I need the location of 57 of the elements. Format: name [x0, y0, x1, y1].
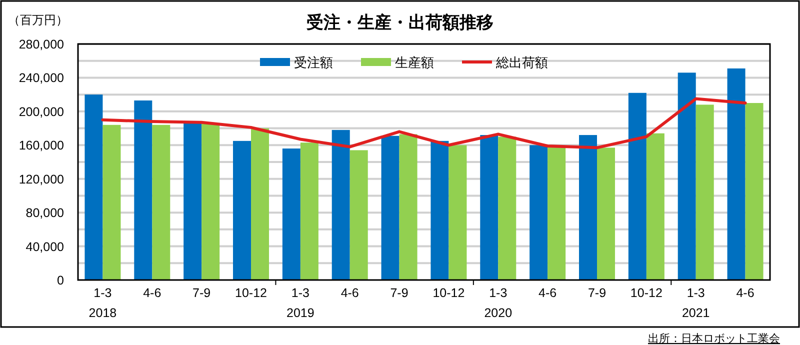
- x-tick-label: 4-6: [143, 286, 162, 300]
- y-tick-label: 240,000: [18, 71, 64, 86]
- bar: [233, 140, 251, 280]
- y-tick-label: 0: [57, 274, 64, 288]
- bar: [727, 68, 746, 280]
- bar: [152, 124, 170, 280]
- bar: [102, 124, 121, 280]
- line-series: [101, 97, 747, 150]
- x-tick-label: 10-12: [235, 286, 268, 300]
- bar: [84, 94, 103, 280]
- bar: [480, 135, 498, 280]
- bar: [597, 148, 615, 280]
- x-tick-label: 1-3 2021: [682, 286, 710, 320]
- bar: [332, 130, 350, 280]
- legend-label: 総出荷額: [495, 55, 548, 70]
- x-tick-label: 4-6: [538, 286, 557, 300]
- x-tick-label: 4-6: [736, 286, 754, 300]
- y-tick-label: 160,000: [18, 138, 64, 153]
- bar: [202, 123, 220, 280]
- y-tick-label: 80,000: [26, 206, 64, 220]
- bar: [579, 135, 597, 280]
- bar: [430, 140, 449, 280]
- bar: [530, 145, 548, 280]
- x-tick-label: 7-9: [390, 286, 408, 300]
- y-tick-label: 200,000: [18, 104, 64, 119]
- bar: [646, 133, 664, 280]
- x-tick-label: 7-9: [192, 286, 211, 300]
- bar: [696, 104, 714, 280]
- x-tick-label: 10-12: [630, 286, 662, 300]
- bar: [381, 136, 400, 280]
- y-tick-label: 40,000: [26, 240, 64, 254]
- x-tick-label: 7-9: [588, 286, 606, 300]
- x-tick-label: 1-3 2019: [286, 286, 314, 320]
- bar: [134, 100, 152, 280]
- x-tick-label: 1-3 2020: [484, 286, 512, 320]
- bar: [282, 148, 300, 280]
- bar: [184, 122, 202, 280]
- bar: [350, 150, 368, 280]
- bar: [300, 142, 318, 280]
- y-tick-label: 120,000: [18, 172, 64, 186]
- x-tick-label: 4-6: [340, 286, 359, 300]
- bar: [251, 128, 269, 280]
- x-tick-label: 10-12: [432, 286, 465, 300]
- y-axis-title: （百万円）: [8, 13, 68, 27]
- bar: [448, 145, 467, 280]
- bar: [498, 136, 516, 280]
- legend-label: 受注額: [294, 55, 333, 70]
- bar: [399, 134, 418, 280]
- bar: [548, 146, 566, 280]
- bar: [678, 72, 696, 280]
- bar: [745, 103, 764, 280]
- legend-label: 生産額: [395, 55, 434, 70]
- text: 出所：日本ロボット工業会: [648, 332, 780, 345]
- x-tick-label: 1-3 2018: [88, 286, 117, 320]
- chart-title: 受注・生産・出荷額推移: [306, 13, 494, 32]
- y-tick-label: 280,000: [18, 38, 64, 52]
- bar: [628, 92, 646, 280]
